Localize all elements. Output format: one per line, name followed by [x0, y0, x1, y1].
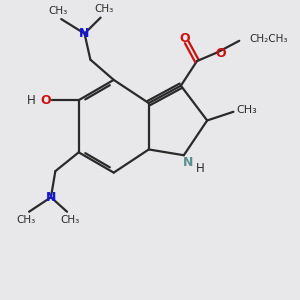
Text: N: N	[79, 27, 90, 40]
Text: CH₃: CH₃	[49, 6, 68, 16]
Text: CH₃: CH₃	[60, 215, 80, 225]
Text: CH₂CH₃: CH₂CH₃	[250, 34, 288, 44]
Text: CH₃: CH₃	[16, 215, 36, 225]
Text: H: H	[27, 94, 35, 107]
Text: N: N	[46, 191, 56, 204]
Text: N: N	[183, 156, 194, 169]
Text: O: O	[179, 32, 190, 45]
Text: CH₃: CH₃	[236, 105, 257, 115]
Text: H: H	[196, 162, 205, 175]
Text: O: O	[40, 94, 51, 107]
Text: CH₃: CH₃	[94, 4, 113, 14]
Text: O: O	[216, 47, 226, 60]
